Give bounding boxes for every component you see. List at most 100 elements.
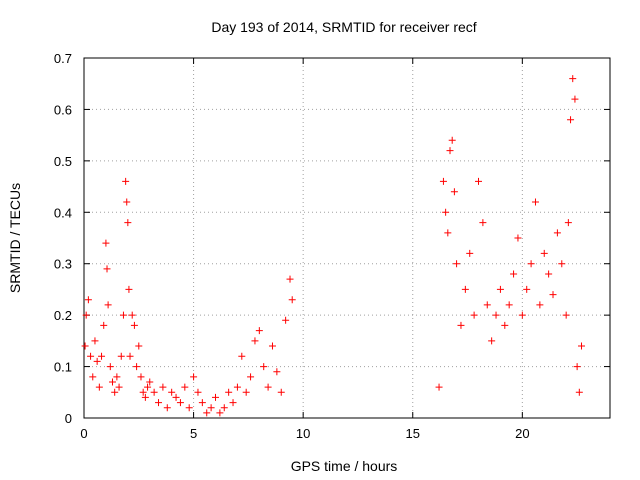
data-point	[124, 219, 132, 227]
data-point	[282, 316, 290, 324]
data-point	[435, 383, 443, 391]
y-axis-label: SRMTID / TECUs	[7, 183, 23, 293]
data-point	[470, 311, 478, 319]
data-point	[536, 301, 544, 309]
data-point	[194, 388, 202, 396]
data-point	[84, 296, 92, 304]
data-point	[185, 404, 193, 412]
data-point	[558, 260, 566, 268]
data-point	[89, 373, 97, 381]
y-tick-label: 0.3	[54, 257, 72, 272]
data-point	[163, 404, 171, 412]
data-point	[203, 409, 211, 417]
y-tick-label: 0	[65, 411, 72, 426]
data-point	[483, 301, 491, 309]
data-point	[496, 285, 504, 293]
data-point	[569, 75, 577, 83]
data-point	[133, 363, 141, 371]
data-point	[260, 363, 268, 371]
x-tick-label: 0	[80, 426, 87, 441]
data-point	[571, 95, 579, 103]
data-point	[130, 321, 138, 329]
data-point	[172, 393, 180, 401]
data-point	[126, 352, 134, 360]
data-point	[439, 177, 447, 185]
data-point	[567, 116, 575, 124]
data-point	[111, 388, 119, 396]
y-tick-label: 0.5	[54, 154, 72, 169]
data-point	[225, 388, 233, 396]
data-point	[117, 352, 125, 360]
data-point	[444, 229, 452, 237]
data-point	[102, 239, 110, 247]
y-tick-label: 0.2	[54, 308, 72, 323]
x-axis-label: GPS time / hours	[291, 458, 398, 474]
y-tick-label: 0.4	[54, 205, 72, 220]
data-point	[264, 383, 272, 391]
data-point	[128, 311, 136, 319]
x-tick-label: 10	[296, 426, 310, 441]
data-point	[115, 383, 123, 391]
data-point	[475, 177, 482, 185]
data-point	[135, 342, 143, 350]
data-point	[553, 229, 561, 237]
data-point	[251, 337, 259, 345]
x-tick-label: 15	[406, 426, 420, 441]
data-point	[181, 383, 189, 391]
data-point	[108, 378, 116, 386]
y-tick-label: 0.6	[54, 102, 72, 117]
data-point	[453, 260, 461, 268]
data-point	[104, 301, 112, 309]
data-point	[123, 198, 131, 206]
data-point	[242, 388, 250, 396]
data-point	[545, 270, 553, 278]
data-point	[176, 399, 184, 407]
data-point	[144, 383, 152, 391]
chart-title: Day 193 of 2014, SRMTID for receiver rec…	[211, 19, 476, 35]
data-point	[523, 285, 531, 293]
data-point	[562, 311, 570, 319]
data-point	[479, 219, 487, 227]
y-tick-label: 0.7	[54, 51, 72, 66]
data-point	[442, 208, 450, 216]
axis-ticks: 0 5 10 15 20 0 0.1 0.2 0.3 0.4 0.5 0.6 0.7	[54, 51, 610, 441]
data-point	[229, 399, 237, 407]
data-point	[91, 337, 99, 345]
data-point	[93, 357, 101, 365]
data-point	[81, 342, 89, 350]
data-point	[220, 404, 228, 412]
data-points	[81, 75, 586, 417]
data-point	[518, 311, 526, 319]
y-tick-label: 0.1	[54, 360, 72, 375]
data-point	[168, 388, 176, 396]
x-tick-label: 5	[190, 426, 197, 441]
data-point	[575, 388, 583, 396]
data-point	[141, 393, 149, 401]
data-point	[527, 260, 535, 268]
data-point	[103, 265, 111, 273]
data-point	[247, 373, 255, 381]
data-point	[216, 409, 224, 417]
data-point	[122, 177, 130, 185]
data-point	[531, 198, 539, 206]
data-point	[95, 383, 103, 391]
data-point	[125, 285, 133, 293]
data-point	[446, 147, 454, 155]
data-point	[207, 404, 215, 412]
data-point	[514, 234, 522, 242]
data-point	[549, 291, 557, 299]
data-point	[137, 373, 145, 381]
data-point	[159, 383, 167, 391]
data-point	[233, 383, 241, 391]
data-point	[510, 270, 518, 278]
data-point	[286, 275, 294, 283]
data-point	[190, 373, 198, 381]
data-point	[448, 136, 456, 144]
data-point	[238, 352, 246, 360]
data-point	[450, 188, 458, 196]
data-point	[98, 352, 106, 360]
data-point	[578, 342, 586, 350]
data-point	[82, 311, 90, 319]
data-point	[146, 378, 154, 386]
data-point	[212, 393, 219, 401]
